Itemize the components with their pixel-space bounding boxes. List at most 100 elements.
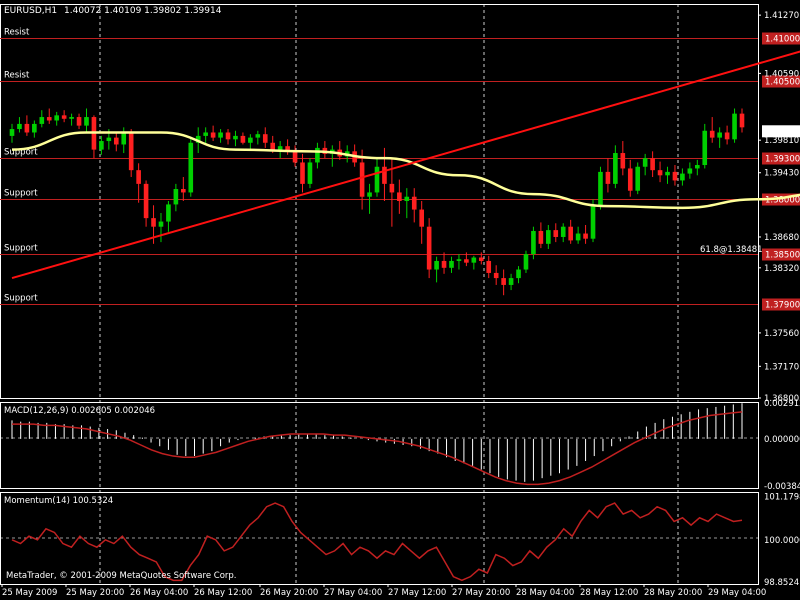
- candle-body: [441, 260, 447, 268]
- symbol-header: EURUSD,H1 1.40072 1.40109 1.39802 1.3991…: [4, 6, 222, 16]
- horizontal-grid: [0, 437, 758, 539]
- trendline-group[interactable]: 61.8@1.38481: [11, 38, 800, 280]
- candle-body: [128, 132, 134, 171]
- candle-body: [687, 168, 693, 174]
- level-label: Resist: [4, 28, 30, 38]
- candle-body: [248, 137, 253, 143]
- price-axis-label: 1.37560: [764, 329, 799, 339]
- time-axis-label: 27 May 20:00: [452, 588, 510, 598]
- support-resistance-levels[interactable]: Resist 1.41000 Resist 1.40500 Support 1.39300…: [0, 28, 800, 311]
- candle-body: [24, 123, 30, 133]
- candle-body: [516, 269, 521, 279]
- candle-body: [46, 117, 52, 121]
- level-price: 1.41000: [765, 35, 800, 45]
- candle-body: [419, 209, 425, 227]
- price-axis-label: 1.40590: [764, 69, 799, 79]
- candle-body: [136, 170, 141, 184]
- candle-body: [501, 278, 506, 285]
- candle-body: [531, 230, 536, 255]
- price-axis-label: 1.38680: [764, 233, 799, 243]
- level-price: 1.38500: [765, 251, 800, 261]
- candle-body: [195, 135, 201, 143]
- candle-body: [389, 183, 395, 193]
- candle-body: [613, 153, 618, 184]
- candle-body: [404, 196, 410, 201]
- candle-body: [106, 137, 112, 142]
- candle-body: [240, 135, 246, 143]
- candle-body: [568, 226, 573, 241]
- moving-average-line: [11, 131, 800, 210]
- price-axis-label: 1.36800: [764, 394, 799, 404]
- candle-body: [367, 192, 372, 197]
- candle-body: [546, 230, 551, 244]
- candle-body: [471, 257, 477, 263]
- candle-body: [262, 134, 268, 143]
- candle-body: [523, 254, 529, 270]
- macd-signal-line: [12, 411, 743, 486]
- candle-body: [493, 272, 499, 279]
- time-axis-label: 27 May 12:00: [388, 588, 446, 598]
- candlesticks: [9, 108, 745, 296]
- candle-body: [277, 146, 283, 150]
- time-axis-label: 25 May 2009: [2, 588, 57, 598]
- candle-body: [255, 134, 261, 138]
- level-price-tag: [762, 32, 800, 45]
- candle-body: [166, 204, 171, 222]
- candle-body: [560, 226, 566, 237]
- time-axis-label: 28 May 04:00: [516, 588, 574, 598]
- time-axis-label: 25 May 20:00: [66, 588, 124, 598]
- candle-body: [553, 230, 559, 237]
- momentum-panel: Momentum(14) 100.5324 101.1798 100.0000 98.…: [4, 492, 800, 588]
- level-price: 1.37900: [765, 301, 800, 311]
- candle-body: [464, 259, 469, 263]
- candle-body: [210, 132, 216, 138]
- candle-body: [739, 113, 745, 128]
- candle-body: [32, 123, 37, 133]
- candle-body: [188, 142, 194, 193]
- candle-body: [121, 132, 127, 145]
- price-axis-label: 1.38320: [764, 264, 799, 274]
- current-price-tag: [762, 125, 800, 138]
- candle-body: [732, 113, 737, 140]
- moving-average: [11, 131, 800, 210]
- candle-body: [702, 130, 708, 166]
- time-axis: 25 May 2009 25 May 20:00 26 May 04:00 26 Ma…: [1, 584, 766, 598]
- level-price-tag: [762, 298, 800, 311]
- candle-body: [225, 132, 231, 140]
- time-axis-label: 28 May 20:00: [644, 588, 702, 598]
- candle-body: [203, 132, 208, 136]
- candle-body: [54, 115, 60, 121]
- candle-body: [657, 170, 663, 176]
- momentum-label: Momentum(14) 100.5324: [4, 496, 113, 506]
- candle-body: [151, 218, 156, 227]
- candle-body: [478, 257, 484, 261]
- level-label: Support: [4, 148, 38, 158]
- candle-body: [359, 162, 365, 197]
- candle-body: [575, 233, 581, 241]
- level-price-tag: [762, 152, 800, 165]
- candle-body: [61, 115, 67, 119]
- panel-frames: [0, 4, 759, 585]
- level-price-tag: [762, 248, 800, 261]
- time-axis-label: 29 May 04:00: [708, 588, 766, 598]
- time-axis-label: 27 May 04:00: [324, 588, 382, 598]
- candle-body: [315, 147, 320, 163]
- candle-body: [397, 192, 402, 201]
- candle-body: [456, 259, 462, 261]
- candle-body: [635, 166, 641, 191]
- candle-body: [69, 117, 74, 119]
- price-axis-label: 1.37170: [764, 362, 799, 372]
- candle-body: [583, 233, 588, 239]
- time-axis-label: 26 May 12:00: [194, 588, 252, 598]
- candle-body: [84, 117, 89, 126]
- candle-body: [292, 151, 298, 163]
- candle-body: [724, 132, 730, 140]
- level-label: Support: [4, 244, 38, 254]
- candle-body: [590, 205, 596, 239]
- candle-body: [538, 230, 544, 244]
- symbol-title: EURUSD,H1: [4, 6, 57, 16]
- time-axis-label: 26 May 04:00: [130, 588, 188, 598]
- momentum-axis-label: 101.1798: [764, 492, 800, 502]
